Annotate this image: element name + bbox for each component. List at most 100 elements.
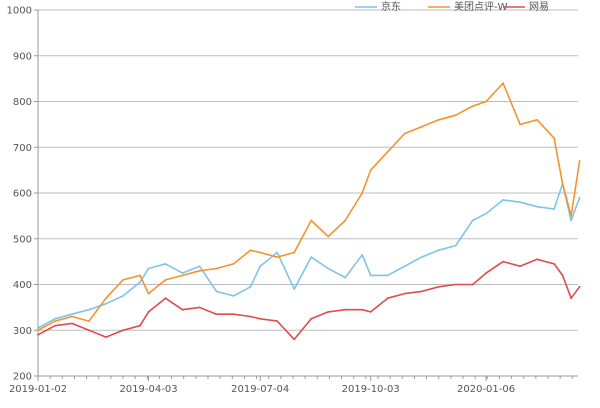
data-point <box>215 267 218 270</box>
legend[interactable]: 京东 美团点评-W 网易 <box>355 0 549 13</box>
data-point <box>293 251 296 254</box>
data-point <box>232 263 235 265</box>
y-tick-label-600: 600 <box>13 189 32 200</box>
x-axis-ticks: 2019-01-02 2019-04-03 2019-07-04 2019-10-03… <box>9 376 573 395</box>
data-point <box>215 313 218 316</box>
legend-label: 美团点评-W <box>454 0 508 13</box>
data-point <box>344 219 347 222</box>
data-point <box>147 267 150 270</box>
data-point <box>147 311 150 313</box>
data-point <box>386 150 389 153</box>
data-point <box>485 100 487 103</box>
x-tick-label-2019-10-03: 2019-10-03 <box>342 384 400 395</box>
data-point <box>420 125 423 128</box>
data-point <box>553 137 555 140</box>
data-point <box>485 272 487 274</box>
data-point <box>71 315 73 318</box>
y-tick-label-500: 500 <box>13 234 32 245</box>
data-point <box>369 169 372 172</box>
data-point <box>293 338 296 341</box>
grid-lines <box>38 9 578 331</box>
data-point <box>71 313 73 316</box>
data-point <box>249 285 252 288</box>
data-point <box>215 290 218 293</box>
data-point <box>485 212 487 215</box>
data-point <box>471 219 474 222</box>
data-point <box>122 329 124 332</box>
data-point <box>105 297 107 300</box>
x-tick-label-2019-07-04: 2019-07-04 <box>231 384 289 395</box>
data-point <box>54 317 56 320</box>
data-point <box>37 333 39 336</box>
data-point <box>88 308 90 311</box>
data-point <box>37 327 39 329</box>
x-tick-label-2019-01-02: 2019-01-02 <box>9 384 67 395</box>
data-point <box>536 118 538 121</box>
data-point <box>502 199 504 201</box>
data-point <box>420 256 423 258</box>
legend-item-0[interactable]: 京东 <box>355 0 401 13</box>
data-point <box>198 269 201 272</box>
data-point <box>232 313 235 316</box>
data-point <box>37 329 39 332</box>
data-point <box>519 123 521 126</box>
data-point <box>578 160 581 162</box>
data-point <box>502 260 504 263</box>
data-point <box>502 82 504 85</box>
data-point <box>164 279 167 281</box>
data-point <box>293 288 296 290</box>
legend-item-2[interactable]: 网易 <box>503 1 549 13</box>
data-point <box>310 317 313 320</box>
data-point <box>437 249 440 252</box>
y-tick-label-200: 200 <box>13 372 32 383</box>
data-point <box>139 281 141 284</box>
data-point <box>386 274 389 277</box>
data-point <box>259 317 262 320</box>
series-0 <box>37 182 581 329</box>
data-point <box>139 274 141 277</box>
data-point <box>249 249 252 252</box>
data-point <box>310 256 313 258</box>
data-point <box>570 215 572 217</box>
data-point <box>471 105 474 107</box>
legend-label: 京东 <box>381 0 401 13</box>
data-point <box>122 279 124 281</box>
data-point <box>578 196 581 199</box>
data-point <box>361 192 364 194</box>
data-point <box>232 295 235 297</box>
y-tick-label-900: 900 <box>13 51 32 62</box>
data-point <box>181 274 184 277</box>
data-point <box>570 219 572 222</box>
data-point <box>276 256 279 258</box>
series-lines <box>37 82 581 341</box>
series-line-0 <box>37 183 581 329</box>
data-point <box>369 311 372 313</box>
data-point <box>369 274 372 277</box>
data-point <box>259 251 262 254</box>
data-point <box>249 315 252 318</box>
data-point <box>536 205 538 208</box>
data-point <box>344 308 347 311</box>
data-point <box>403 292 406 295</box>
legend-item-1[interactable]: 美团点评-W <box>428 0 508 13</box>
data-point <box>54 324 56 327</box>
data-point <box>310 219 313 222</box>
data-point <box>361 253 364 256</box>
y-axis-ticks: 200 300 400 500 600 700 800 900 1000 <box>7 6 38 383</box>
data-point <box>561 182 564 185</box>
data-point <box>88 320 90 322</box>
data-point <box>553 263 555 265</box>
data-point <box>327 311 330 313</box>
data-point <box>181 308 184 311</box>
data-point <box>105 336 107 338</box>
data-point <box>147 292 150 295</box>
data-point <box>327 267 330 270</box>
data-point <box>88 329 90 332</box>
data-point <box>519 265 521 268</box>
data-point <box>420 290 423 293</box>
data-point <box>553 208 555 210</box>
data-point <box>54 320 56 322</box>
data-point <box>276 320 279 322</box>
data-point <box>437 118 440 121</box>
data-point <box>122 295 124 297</box>
